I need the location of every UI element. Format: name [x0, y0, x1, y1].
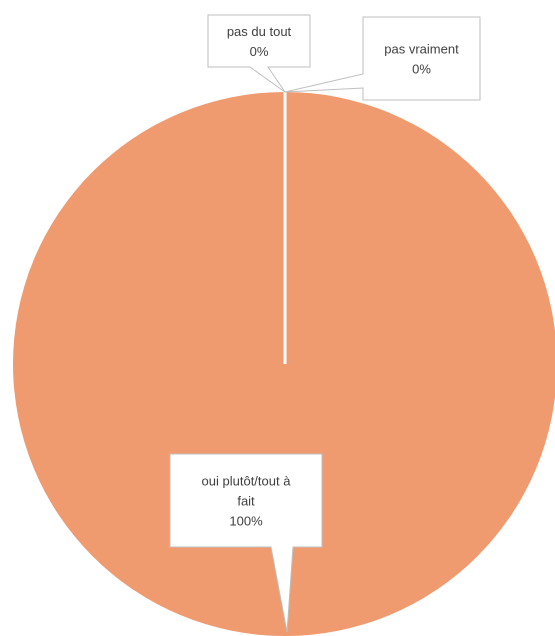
callout-box — [169, 453, 323, 633]
data-label-oui-plutot-tout-a-fait: oui plutôt/tout à fait 100% — [169, 453, 323, 633]
data-label-value: 100% — [229, 514, 263, 529]
data-label-value: 0% — [412, 62, 431, 77]
data-label-category: fait — [237, 494, 255, 509]
data-label-pas-du-tout: pas du tout 0% — [207, 14, 311, 93]
data-labels: pas du tout 0% pas vraiment 0% oui plutôt/to… — [169, 14, 481, 633]
pie-slices — [13, 92, 555, 636]
data-label-category: pas du tout — [227, 24, 292, 39]
callout-box — [207, 14, 311, 93]
callout-box — [284, 16, 481, 101]
data-label-category: oui plutôt/tout à — [202, 474, 292, 489]
data-label-value: 0% — [250, 44, 269, 59]
data-label-category: pas vraiment — [384, 42, 459, 57]
data-label-pas-vraiment: pas vraiment 0% — [284, 16, 481, 101]
